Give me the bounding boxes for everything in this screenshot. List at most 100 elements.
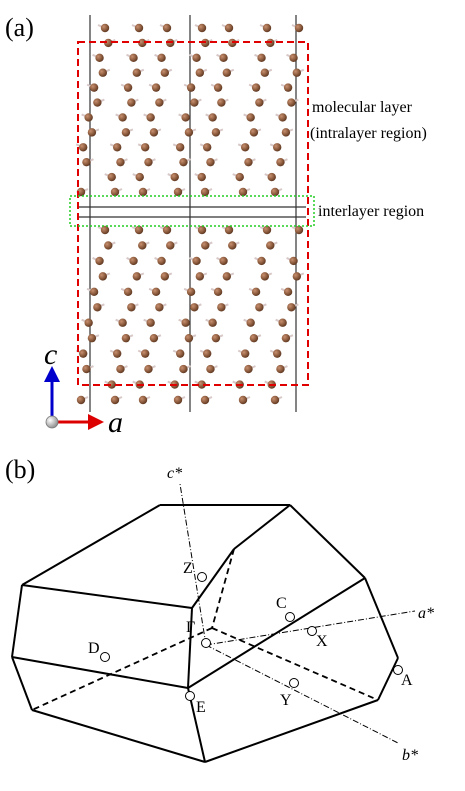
carbon-atom bbox=[98, 272, 108, 281]
carbon-atom bbox=[192, 256, 201, 266]
carbon-atom bbox=[270, 395, 280, 405]
carbon-atom bbox=[289, 53, 298, 63]
carbon-atom bbox=[144, 157, 153, 167]
carbon-atom bbox=[206, 157, 215, 167]
carbon-atom bbox=[278, 113, 287, 122]
carbon-atom bbox=[217, 303, 226, 312]
carbon-atom bbox=[179, 364, 188, 374]
carbon-atom bbox=[272, 143, 282, 152]
carbon-atom bbox=[84, 318, 93, 327]
panel-b: (b) bbox=[5, 455, 434, 764]
carbon-atom bbox=[140, 349, 150, 358]
carbon-atom bbox=[197, 23, 207, 33]
carbon-atom bbox=[146, 318, 155, 327]
point-d bbox=[100, 652, 110, 662]
carbon-atom bbox=[190, 303, 199, 312]
carbon-atom bbox=[89, 287, 99, 297]
carbon-atom bbox=[140, 143, 150, 152]
carbon-atom bbox=[98, 68, 108, 77]
carbon-atom bbox=[175, 143, 185, 152]
carbon-atom bbox=[76, 395, 86, 405]
carbon-atom bbox=[127, 98, 136, 107]
carbon-atom bbox=[89, 83, 99, 92]
carbon-atom bbox=[276, 364, 285, 374]
carbon-atom bbox=[244, 157, 253, 167]
carbon-atom bbox=[244, 364, 253, 374]
molecular-layer-box bbox=[77, 41, 309, 386]
carbon-atom bbox=[138, 187, 148, 197]
carbon-atom bbox=[93, 303, 102, 312]
carbon-atom bbox=[238, 395, 248, 405]
carbon-atom bbox=[175, 349, 185, 358]
carbon-atom bbox=[192, 53, 201, 63]
carbon-atom bbox=[202, 143, 212, 152]
label-y: Y bbox=[280, 692, 292, 709]
carbon-atom bbox=[112, 349, 122, 358]
carbon-atom bbox=[104, 241, 113, 250]
carbon-atom bbox=[118, 113, 127, 122]
carbon-atom bbox=[292, 68, 302, 77]
carbon-atom bbox=[82, 157, 91, 167]
carbon-atom bbox=[278, 318, 287, 327]
carbon-atom bbox=[173, 395, 183, 405]
carbon-atom bbox=[184, 333, 194, 343]
label-a-star: a* bbox=[418, 605, 434, 622]
carbon-atom bbox=[107, 172, 116, 182]
molecular-layer-label: molecular layer bbox=[312, 99, 413, 116]
carbon-atom bbox=[257, 256, 266, 266]
carbon-atom bbox=[162, 23, 172, 33]
interlayer-region-box bbox=[69, 195, 315, 227]
a-axis-arrowhead bbox=[88, 414, 104, 430]
carbon-atom bbox=[272, 349, 282, 358]
intralayer-region-label: (intralayer region) bbox=[310, 125, 427, 142]
carbon-atom bbox=[202, 349, 212, 358]
carbon-atom bbox=[138, 395, 148, 405]
point-y bbox=[289, 678, 299, 688]
carbon-atom bbox=[78, 143, 88, 152]
carbon-atom bbox=[287, 98, 296, 107]
label-b-star: b* bbox=[402, 747, 418, 764]
carbon-atom bbox=[195, 68, 205, 77]
carbon-atom bbox=[157, 256, 166, 266]
label-c-star: c* bbox=[167, 465, 182, 482]
carbon-atom bbox=[246, 318, 255, 327]
carbon-atom bbox=[123, 287, 133, 297]
carbon-atom bbox=[222, 68, 232, 77]
point-c bbox=[285, 612, 295, 622]
carbon-atom bbox=[112, 143, 122, 152]
carbon-atom bbox=[213, 83, 223, 92]
label-c: C bbox=[276, 595, 287, 612]
carbon-atom bbox=[121, 128, 131, 137]
carbon-atom bbox=[186, 287, 196, 297]
carbon-atom bbox=[184, 128, 194, 137]
point-a bbox=[393, 665, 403, 675]
carbon-atom bbox=[134, 23, 144, 33]
carbon-atom bbox=[260, 68, 270, 77]
origin-sphere bbox=[45, 415, 59, 429]
carbon-atom bbox=[240, 349, 250, 358]
carbon-atom bbox=[151, 287, 161, 297]
carbon-atom bbox=[127, 303, 136, 312]
reciprocal-axes bbox=[179, 483, 416, 744]
b-star-axis bbox=[205, 644, 399, 744]
carbon-atom bbox=[107, 380, 116, 389]
unit-cell-grid bbox=[78, 15, 306, 412]
carbon-atom bbox=[219, 53, 228, 63]
carbon-atom bbox=[100, 225, 110, 235]
carbon-atom bbox=[213, 287, 223, 297]
carbon-atom bbox=[266, 241, 275, 250]
carbon-atom bbox=[116, 157, 125, 167]
carbon-atom bbox=[129, 53, 138, 63]
carbon-atom bbox=[262, 225, 272, 235]
carbon-atom bbox=[82, 364, 91, 374]
label-gamma: Γ bbox=[186, 619, 195, 636]
carbon-atom bbox=[87, 128, 97, 137]
carbon-atom bbox=[95, 53, 104, 63]
carbon-atom bbox=[87, 333, 97, 343]
carbon-atom bbox=[281, 128, 291, 137]
carbon-atom bbox=[104, 38, 113, 48]
carbon-atom bbox=[238, 187, 248, 197]
carbon-atom bbox=[135, 172, 144, 182]
carbon-atom bbox=[224, 225, 234, 235]
